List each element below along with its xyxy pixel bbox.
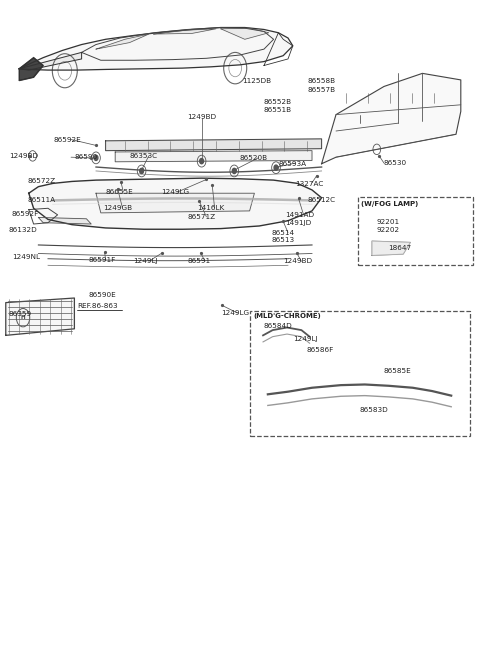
Text: 1491JD: 1491JD (286, 220, 312, 227)
Text: 86592E: 86592E (54, 136, 82, 143)
Text: (MLD'G-CHROME): (MLD'G-CHROME) (253, 313, 321, 320)
Text: 1416LK: 1416LK (197, 204, 224, 211)
Text: 86591F: 86591F (89, 257, 116, 263)
Text: 1327AC: 1327AC (295, 181, 324, 187)
Text: 86593A: 86593A (278, 161, 307, 168)
Text: 86551B: 86551B (263, 107, 291, 113)
Text: 86583D: 86583D (359, 407, 388, 413)
Text: 86558B: 86558B (307, 78, 336, 84)
Bar (358, 196, 473, 265)
Polygon shape (19, 52, 82, 70)
Text: 86572Z: 86572Z (28, 178, 56, 185)
Text: (W/FOG LAMP): (W/FOG LAMP) (361, 201, 418, 208)
Text: 1249GB: 1249GB (103, 204, 132, 211)
Polygon shape (322, 73, 461, 164)
Circle shape (94, 155, 98, 160)
Text: 86511A: 86511A (28, 196, 56, 203)
Text: 86530: 86530 (384, 160, 407, 166)
Polygon shape (96, 193, 254, 213)
Text: 86514: 86514 (271, 229, 294, 236)
Polygon shape (372, 241, 410, 255)
Text: 86557B: 86557B (307, 86, 336, 93)
Text: 86655E: 86655E (106, 189, 133, 195)
Text: 1249LG: 1249LG (161, 189, 189, 195)
Text: 1249NL: 1249NL (12, 254, 40, 261)
Text: REF.86-863: REF.86-863 (77, 303, 118, 309)
Text: 86132D: 86132D (9, 227, 37, 233)
Text: 1125DB: 1125DB (242, 78, 272, 84)
Text: 1491AD: 1491AD (286, 212, 315, 219)
Circle shape (274, 165, 278, 170)
Circle shape (200, 159, 204, 164)
Text: 86512C: 86512C (307, 196, 336, 203)
Text: 18647: 18647 (388, 244, 411, 251)
Text: 86584D: 86584D (263, 323, 292, 329)
Text: 1249BD: 1249BD (283, 258, 312, 265)
Bar (250, 311, 470, 436)
Text: 86520B: 86520B (240, 155, 268, 161)
Polygon shape (106, 139, 322, 151)
Polygon shape (29, 178, 322, 229)
Polygon shape (221, 28, 269, 39)
Polygon shape (115, 151, 312, 162)
Text: 92201: 92201 (377, 219, 400, 225)
Text: 86571Z: 86571Z (187, 214, 216, 220)
Polygon shape (96, 34, 149, 49)
Polygon shape (6, 298, 74, 335)
Text: 1249BD: 1249BD (10, 153, 39, 159)
Polygon shape (38, 217, 91, 224)
Text: 86590: 86590 (74, 154, 97, 160)
Circle shape (232, 168, 236, 174)
Text: 1249LJ: 1249LJ (133, 258, 158, 265)
Text: 86359: 86359 (9, 310, 32, 317)
Text: 86591: 86591 (187, 258, 210, 265)
Text: H: H (21, 315, 25, 320)
Polygon shape (19, 28, 293, 70)
Text: 86552B: 86552B (263, 98, 291, 105)
Text: 86353C: 86353C (130, 153, 158, 159)
Polygon shape (19, 58, 43, 81)
Text: 86592F: 86592F (12, 211, 39, 217)
Text: 86590E: 86590E (89, 292, 117, 299)
Text: 1249LG: 1249LG (221, 310, 249, 316)
Text: 86513: 86513 (271, 237, 294, 244)
Text: 92202: 92202 (377, 227, 400, 233)
Text: 1249LJ: 1249LJ (293, 336, 317, 343)
Circle shape (140, 168, 144, 174)
Text: 86586F: 86586F (306, 347, 334, 354)
Polygon shape (154, 29, 216, 34)
Text: 1249BD: 1249BD (187, 113, 216, 120)
Text: 86585E: 86585E (384, 367, 412, 374)
